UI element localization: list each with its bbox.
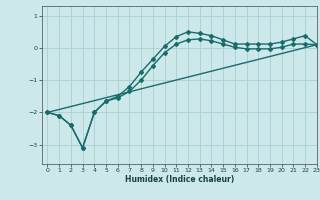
X-axis label: Humidex (Indice chaleur): Humidex (Indice chaleur) xyxy=(124,175,234,184)
